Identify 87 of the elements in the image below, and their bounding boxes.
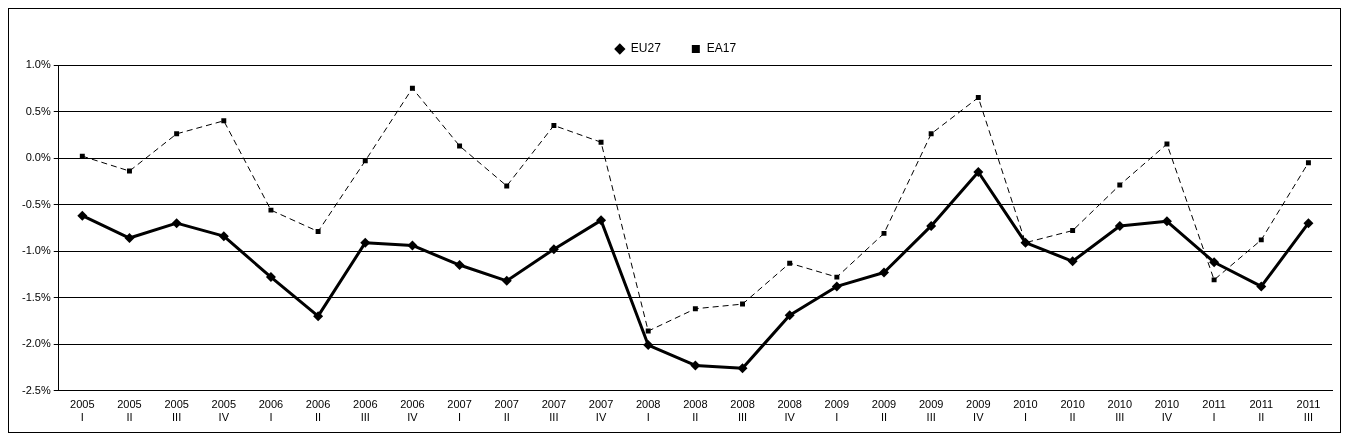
point: [690, 360, 701, 371]
x-tick-label: 2009 II: [871, 398, 897, 424]
x-tick-label: 2009 I: [824, 398, 850, 424]
x-tick-label: 2008 III: [730, 398, 755, 424]
x-tick-label: 2010 III: [1107, 398, 1133, 424]
point: [1211, 277, 1217, 283]
point: [598, 139, 604, 145]
x-tick-label: 2007 IV: [588, 398, 614, 424]
y-tick-label: 0.5%: [25, 104, 51, 117]
x-tick-label: 2005 II: [117, 398, 142, 424]
point: [407, 240, 418, 251]
point: [265, 272, 276, 283]
point: [973, 166, 984, 177]
point: [124, 233, 135, 244]
y-tick-label: -2.0%: [21, 337, 51, 350]
point: [313, 311, 324, 322]
point: [79, 153, 85, 159]
x-tick-label: 2007 III: [541, 398, 567, 424]
legend-label: EU27: [630, 41, 662, 56]
x-tick-label: 2009 III: [918, 398, 944, 424]
y-tick-label: -0.5%: [21, 197, 51, 210]
y-tick-label: -2.5%: [21, 383, 51, 396]
point: [784, 310, 795, 321]
point: [171, 218, 182, 229]
x-tick-label: 2007 I: [447, 398, 472, 424]
y-tick-label: -1.0%: [21, 244, 51, 257]
point: [692, 306, 698, 312]
point: [1305, 160, 1311, 166]
x-tick-label: 2008 IV: [777, 398, 802, 424]
point: [928, 131, 934, 137]
point: [360, 237, 371, 248]
x-tick-label: 2008 II: [683, 398, 708, 424]
point: [737, 363, 748, 374]
point: [454, 260, 465, 271]
x-tick-label: 2010 IV: [1154, 398, 1180, 424]
point: [268, 207, 274, 213]
point: [315, 229, 321, 234]
point: [831, 281, 842, 292]
point: [221, 118, 227, 124]
x-tick-label: 2010 I: [1013, 398, 1038, 424]
point: [1303, 218, 1314, 229]
point: [596, 215, 607, 226]
point: [127, 168, 132, 174]
x-tick-label: 2005 I: [70, 398, 95, 424]
point: [1258, 237, 1264, 243]
point: [787, 260, 793, 266]
point: [77, 210, 88, 221]
point: [1161, 216, 1172, 227]
x-tick-label: 2009 IV: [966, 398, 991, 424]
x-tick-label: 2006 III: [353, 398, 378, 424]
point: [926, 220, 937, 231]
point: [548, 244, 559, 255]
point: [645, 328, 651, 334]
point: [1067, 256, 1078, 267]
x-tick-label: 2005 IV: [211, 398, 237, 424]
point: [1209, 257, 1220, 268]
x-tick-label: 2006 IV: [400, 398, 425, 424]
x-tick-label: 2005 III: [164, 398, 189, 424]
point: [457, 143, 463, 149]
point: [501, 275, 512, 286]
x-tick-label: 2010 II: [1060, 398, 1085, 424]
point: [551, 122, 557, 128]
point: [1256, 281, 1267, 292]
point: [1114, 220, 1125, 231]
point: [834, 274, 840, 280]
point: [740, 301, 745, 307]
x-tick-label: 2011 I: [1202, 398, 1226, 424]
point: [1164, 141, 1170, 147]
point: [362, 158, 368, 164]
y-tick-label: 1.0%: [25, 58, 51, 71]
point: [643, 340, 654, 351]
y-tick-label: 0.0%: [25, 151, 51, 164]
point: [975, 95, 981, 101]
legend-label: EA17: [706, 41, 737, 56]
x-tick-label: 2007 II: [494, 398, 519, 424]
x-tick-label: 2011 II: [1249, 398, 1274, 424]
x-tick-label: 2008 I: [635, 398, 661, 424]
x-tick-label: 2006 II: [305, 398, 331, 424]
point: [1070, 228, 1076, 234]
x-tick-label: 2011 III: [1296, 398, 1321, 424]
point: [174, 131, 180, 137]
point: [409, 85, 415, 91]
point: [218, 231, 229, 242]
point: [504, 183, 510, 189]
x-tick-label: 2006 I: [258, 398, 284, 424]
y-tick-label: -1.5%: [21, 290, 51, 303]
point: [879, 267, 889, 278]
